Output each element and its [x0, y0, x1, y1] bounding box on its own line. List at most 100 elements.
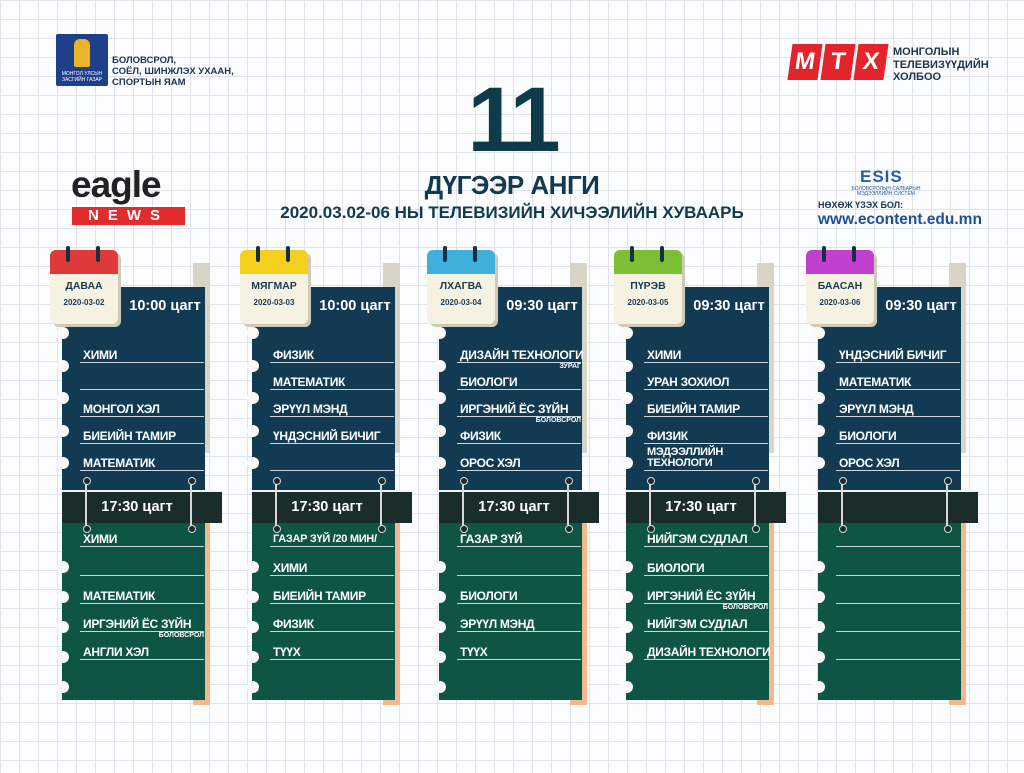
- calendar-tag-header: [806, 250, 874, 274]
- lesson-subject: ОРОС ХЭЛ: [839, 456, 900, 470]
- calendar-ring-icon: [286, 246, 290, 262]
- econtent-link[interactable]: www.econtent.edu.mn: [818, 211, 982, 228]
- binder-hole: [434, 457, 446, 469]
- lesson-subject: МАТЕМАТИК: [273, 375, 346, 389]
- morning-lesson-row: ДИЗАЙН ТЕХНОЛОГИ ЗУРАГ: [457, 336, 584, 370]
- lesson-subject: ИРГЭНИЙ ЁС ЗҮЙН: [83, 617, 192, 631]
- morning-lesson-row: ЭРҮҮЛ МЭНД: [270, 390, 394, 417]
- binder-hole: [621, 392, 633, 404]
- lesson-subject: БИЕИЙН ТАМИР: [647, 402, 740, 416]
- binder-hole: [57, 621, 69, 633]
- binder-ring-icon: [460, 477, 468, 533]
- evening-time-band: [252, 490, 412, 523]
- morning-lesson-row: БИЕИЙН ТАМИР: [644, 390, 768, 417]
- binder-hole: [57, 457, 69, 469]
- morning-lesson-row: МАТЕМАТИК: [836, 363, 960, 390]
- mtx-name: МОНГОЛЫН ТЕЛЕВИЗҮҮДИЙН ХОЛБОО: [893, 46, 989, 84]
- evening-lesson-row: ТҮҮХ: [457, 633, 581, 660]
- lesson-subject: ИРГЭНИЙ ЁС ЗҮЙН: [460, 402, 569, 416]
- evening-lesson-row: ФИЗИК: [270, 605, 394, 632]
- binder-hole: [434, 327, 446, 339]
- morning-lesson-row: ОРОС ХЭЛ: [457, 444, 581, 471]
- binder-ring-icon: [273, 477, 281, 533]
- calendar-tag-header: [614, 250, 682, 274]
- day-date: 2020-03-06: [819, 298, 861, 307]
- day-card: ПҮРЭВ 2020-03-05 09:30 цагт 17:30 цагт ХИМИ У…: [614, 246, 799, 708]
- evening-lesson-row: БИОЛОГИ: [644, 549, 768, 576]
- morning-lesson-row: ХИМИ: [80, 336, 204, 363]
- ministry-logo-caption: МОНГОЛ УЛСЫН ЗАСГИЙН ГАЗАР: [61, 71, 103, 83]
- evening-lesson-row: БИОЛОГИ: [457, 577, 581, 604]
- day-name: БААСАН: [817, 280, 863, 292]
- binder-hole: [434, 425, 446, 437]
- morning-lesson-row: МАТЕМАТИК: [80, 444, 204, 471]
- binder-hole: [247, 425, 259, 437]
- binder-hole: [247, 392, 259, 404]
- evening-panel: [252, 523, 395, 700]
- lesson-subject: МАТЕМАТИК: [83, 589, 156, 603]
- calendar-tag-header: [427, 250, 495, 274]
- binder-hole: [813, 561, 825, 573]
- binder-hole: [621, 561, 633, 573]
- lesson-subject: ФИЗИК: [460, 429, 501, 443]
- day-card: МЯГМАР 2020-03-03 10:00 цагт 17:30 цагт ФИЗИ…: [240, 246, 425, 708]
- lesson-subject: ЭРҮҮЛ МЭНД: [273, 402, 348, 416]
- lesson-note: БОЛОВСРОЛ: [722, 604, 768, 611]
- binder-ring-icon: [378, 477, 386, 533]
- morning-time: 09:30 цагт: [693, 298, 765, 314]
- day-card: ДАВАА 2020-03-02 10:00 цагт 17:30 цагт ХИМИ М…: [50, 246, 235, 708]
- ministry-line: БОЛОВСРОЛ,: [112, 55, 177, 66]
- binder-hole: [813, 621, 825, 633]
- lesson-subject: ХИМИ: [83, 348, 118, 362]
- binder-hole: [247, 681, 259, 693]
- evening-lesson-row: ГАЗАР ЗҮЙ /20 МИН/: [270, 520, 394, 547]
- morning-lesson-row: ОРОС ХЭЛ: [836, 444, 960, 471]
- evening-lesson-row: [836, 605, 960, 632]
- day-date: 2020-03-03: [253, 298, 295, 307]
- morning-lesson-row: ФИЗИК: [644, 417, 768, 444]
- day-card: БААСАН 2020-03-06 09:30 цагт ҮНДЭСНИЙ БИЧИГ…: [806, 246, 991, 708]
- lesson-subject: ИРГЭНИЙ ЁС ЗҮЙН: [647, 589, 756, 603]
- lesson-subject: ФИЗИК: [647, 429, 688, 443]
- evening-panel: [818, 523, 961, 700]
- grade-label: ДҮГЭЭР АНГИ: [424, 170, 600, 200]
- binder-hole: [434, 681, 446, 693]
- binder-ring-icon: [565, 477, 573, 533]
- binder-hole: [57, 651, 69, 663]
- morning-lesson-row: БИОЛОГИ: [457, 363, 581, 390]
- binder-hole: [434, 392, 446, 404]
- evening-lesson-row: ТҮҮХ: [270, 633, 394, 660]
- binder-hole: [57, 591, 69, 603]
- evening-lesson-row: [80, 549, 204, 576]
- evening-lesson-row: АНГЛИ ХЭЛ: [80, 633, 204, 660]
- lesson-subject: ФИЗИК: [273, 617, 314, 631]
- morning-lesson-row: ҮНДЭСНИЙ БИЧИГ: [836, 336, 960, 363]
- binder-hole: [621, 425, 633, 437]
- evening-lesson-row: [836, 520, 960, 547]
- lesson-subject: МАТЕМАТИК: [839, 375, 912, 389]
- evening-lesson-row: ИРГЭНИЙ ЁС ЗҮЙН БОЛОВСРОЛ: [644, 577, 768, 611]
- binder-hole: [621, 457, 633, 469]
- lesson-subject: УРАН ЗОХИОЛ: [647, 375, 730, 389]
- binder-hole: [247, 360, 259, 372]
- lesson-subject: ҮНДЭСНИЙ БИЧИГ: [273, 429, 381, 443]
- calendar-ring-icon: [473, 246, 477, 262]
- lesson-subject: АНГЛИ ХЭЛ: [83, 645, 149, 659]
- lesson-subject: ТҮҮХ: [273, 645, 301, 659]
- evening-time-band: [62, 490, 222, 523]
- binder-ring-icon: [839, 477, 847, 533]
- lesson-subject: ДИЗАЙН ТЕХНОЛОГИ: [647, 645, 771, 659]
- esis-logo: ESIS: [860, 167, 903, 186]
- evening-time: 17:30 цагт: [665, 499, 737, 515]
- binder-hole: [247, 591, 259, 603]
- evening-panel: [62, 523, 205, 700]
- lesson-subject: ХИМИ: [83, 532, 118, 546]
- binder-hole: [247, 651, 259, 663]
- lesson-subject: ЭРҮҮЛ МЭНД: [460, 617, 535, 631]
- lesson-subject: ЭРҮҮЛ МЭНД: [839, 402, 914, 416]
- calendar-ring-icon: [66, 246, 70, 262]
- mtx-line: МОНГОЛЫН: [893, 46, 960, 58]
- evening-panel: [626, 523, 769, 700]
- morning-lesson-row: ФИЗИК: [270, 336, 394, 363]
- evening-lesson-row: ИРГЭНИЙ ЁС ЗҮЙН БОЛОВСРОЛ: [80, 605, 204, 639]
